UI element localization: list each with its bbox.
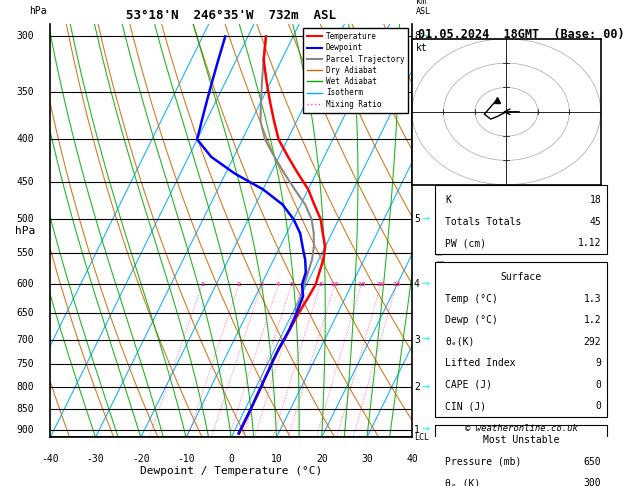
FancyBboxPatch shape: [435, 425, 607, 486]
Text: Lifted Index: Lifted Index: [445, 358, 516, 368]
Text: →: →: [421, 382, 430, 392]
Text: 2: 2: [237, 282, 241, 287]
Text: Mixing Ratio (g/kg): Mixing Ratio (g/kg): [434, 225, 443, 320]
Text: © weatheronline.co.uk: © weatheronline.co.uk: [465, 424, 577, 434]
Text: →: →: [421, 425, 430, 434]
Text: 3: 3: [259, 282, 264, 287]
Text: 8: 8: [414, 32, 420, 41]
Text: →: →: [421, 334, 430, 345]
Text: 450: 450: [16, 176, 34, 187]
Text: 750: 750: [16, 359, 34, 369]
Text: 20: 20: [377, 282, 386, 287]
Text: -20: -20: [132, 454, 150, 464]
Text: Dewpoint / Temperature (°C): Dewpoint / Temperature (°C): [140, 467, 323, 476]
Text: -40: -40: [42, 454, 59, 464]
Text: →: →: [421, 279, 430, 290]
Text: 300: 300: [16, 32, 34, 41]
Text: Temp (°C): Temp (°C): [445, 294, 498, 304]
Text: -30: -30: [87, 454, 104, 464]
Text: 350: 350: [16, 87, 34, 97]
Text: 900: 900: [16, 425, 34, 434]
Text: 1: 1: [200, 282, 204, 287]
Text: 550: 550: [16, 248, 34, 259]
Text: 650: 650: [584, 456, 601, 467]
Text: LCL: LCL: [414, 433, 429, 442]
Text: 5: 5: [289, 282, 294, 287]
Text: 850: 850: [16, 404, 34, 414]
Text: km
ASL: km ASL: [416, 0, 431, 16]
Text: 01.05.2024  18GMT  (Base: 00): 01.05.2024 18GMT (Base: 00): [418, 29, 625, 41]
Text: 6: 6: [414, 176, 420, 187]
Text: 4: 4: [414, 279, 420, 290]
Text: 0: 0: [595, 380, 601, 390]
Text: 1.3: 1.3: [584, 294, 601, 304]
Text: 0: 0: [228, 454, 234, 464]
Legend: Temperature, Dewpoint, Parcel Trajectory, Dry Adiabat, Wet Adiabat, Isotherm, Mi: Temperature, Dewpoint, Parcel Trajectory…: [303, 28, 408, 112]
Text: 1: 1: [414, 425, 420, 434]
Text: 0: 0: [595, 401, 601, 411]
Text: 292: 292: [584, 337, 601, 347]
Text: 800: 800: [16, 382, 34, 392]
Text: 300: 300: [584, 478, 601, 486]
Text: K: K: [445, 195, 451, 206]
Text: 5: 5: [414, 214, 420, 224]
Text: 45: 45: [589, 217, 601, 227]
Text: 6: 6: [301, 282, 305, 287]
Text: 10: 10: [270, 454, 282, 464]
Text: 10: 10: [330, 282, 339, 287]
Text: CAPE (J): CAPE (J): [445, 380, 492, 390]
Text: →: →: [421, 32, 430, 41]
Text: 15: 15: [357, 282, 366, 287]
Text: hPa: hPa: [29, 6, 47, 16]
Text: 400: 400: [16, 134, 34, 144]
Text: →: →: [421, 134, 430, 144]
Text: 18: 18: [589, 195, 601, 206]
Text: Surface: Surface: [501, 272, 542, 282]
Text: PW (cm): PW (cm): [445, 239, 486, 248]
Text: 700: 700: [16, 334, 34, 345]
Text: CIN (J): CIN (J): [445, 401, 486, 411]
Text: 30: 30: [361, 454, 373, 464]
Text: 40: 40: [406, 454, 418, 464]
FancyBboxPatch shape: [435, 262, 607, 417]
Text: 20: 20: [316, 454, 328, 464]
Text: -10: -10: [177, 454, 195, 464]
Text: 1.12: 1.12: [577, 239, 601, 248]
Text: 3: 3: [414, 334, 420, 345]
FancyBboxPatch shape: [435, 186, 607, 254]
Text: 7: 7: [414, 134, 420, 144]
Text: Pressure (mb): Pressure (mb): [445, 456, 521, 467]
Text: 600: 600: [16, 279, 34, 290]
Text: 4: 4: [276, 282, 281, 287]
Text: 2: 2: [414, 382, 420, 392]
Text: hPa: hPa: [15, 226, 35, 236]
Text: Dewp (°C): Dewp (°C): [445, 315, 498, 325]
Text: Totals Totals: Totals Totals: [445, 217, 521, 227]
Text: 9: 9: [595, 358, 601, 368]
Title: 53°18'N  246°35'W  732m  ASL: 53°18'N 246°35'W 732m ASL: [126, 9, 337, 22]
Text: 500: 500: [16, 214, 34, 224]
Text: kt: kt: [416, 43, 428, 53]
Text: 1.2: 1.2: [584, 315, 601, 325]
Text: θₑ(K): θₑ(K): [445, 337, 474, 347]
Text: Most Unstable: Most Unstable: [483, 435, 559, 445]
Text: →: →: [421, 214, 430, 224]
Text: 25: 25: [392, 282, 401, 287]
Text: 8: 8: [318, 282, 323, 287]
Text: 650: 650: [16, 308, 34, 318]
Text: θₑ (K): θₑ (K): [445, 478, 481, 486]
